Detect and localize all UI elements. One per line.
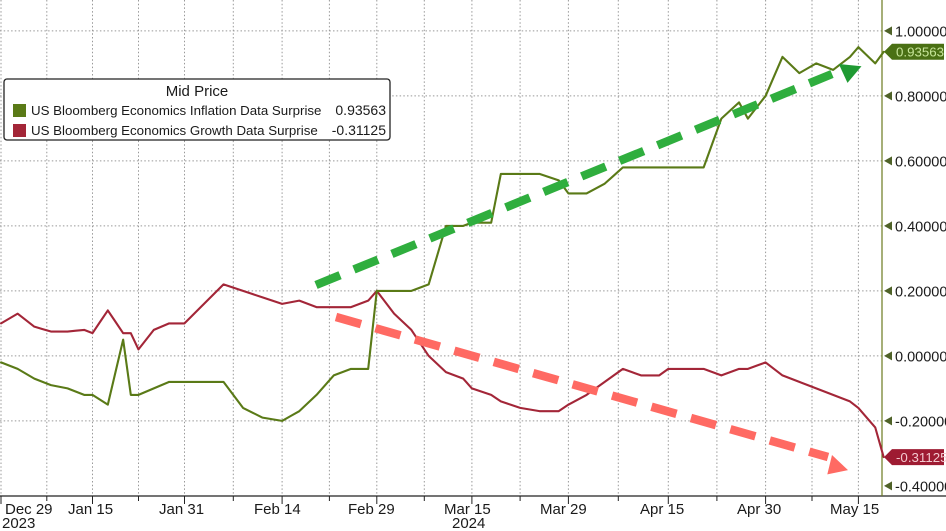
svg-text:Mar 29: Mar 29 bbox=[540, 501, 587, 518]
svg-text:0.40000: 0.40000 bbox=[895, 219, 946, 235]
svg-text:Mid Price: Mid Price bbox=[166, 83, 229, 100]
svg-text:Feb 29: Feb 29 bbox=[348, 501, 395, 518]
svg-text:US Bloomberg Economics Inflati: US Bloomberg Economics Inflation Data Su… bbox=[31, 103, 321, 118]
svg-text:0.20000: 0.20000 bbox=[895, 284, 946, 300]
svg-text:US Bloomberg Economics Growth: US Bloomberg Economics Growth Data Surpr… bbox=[31, 123, 318, 138]
svg-text:2024: 2024 bbox=[452, 515, 485, 531]
svg-text:Apr 15: Apr 15 bbox=[640, 501, 684, 518]
svg-text:0.00000: 0.00000 bbox=[895, 349, 946, 365]
svg-text:May 15: May 15 bbox=[830, 501, 879, 518]
svg-text:-0.31125: -0.31125 bbox=[332, 122, 386, 138]
svg-text:2023: 2023 bbox=[2, 515, 35, 531]
svg-text:Feb 14: Feb 14 bbox=[254, 501, 301, 518]
svg-text:0.60000: 0.60000 bbox=[895, 154, 946, 170]
svg-text:-0.20000: -0.20000 bbox=[895, 414, 946, 430]
svg-text:-0.31125: -0.31125 bbox=[896, 450, 946, 465]
svg-text:0.80000: 0.80000 bbox=[895, 89, 946, 105]
svg-text:0.93563: 0.93563 bbox=[896, 45, 944, 60]
svg-text:0.93563: 0.93563 bbox=[335, 102, 386, 118]
svg-text:-0.40000: -0.40000 bbox=[895, 479, 946, 495]
svg-text:Jan 31: Jan 31 bbox=[159, 501, 204, 518]
svg-text:1.00000: 1.00000 bbox=[895, 24, 946, 40]
svg-text:Jan 15: Jan 15 bbox=[68, 501, 113, 518]
svg-text:Apr 30: Apr 30 bbox=[737, 501, 781, 518]
